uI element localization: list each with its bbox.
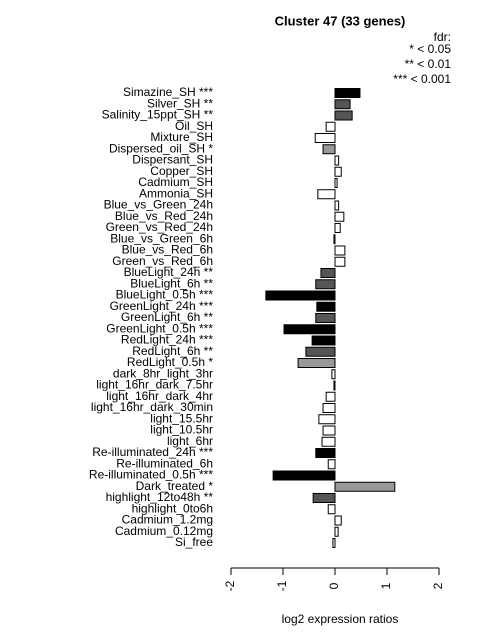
- bar: [334, 88, 361, 98]
- y-tick-label: Re-illuminated_24h ***: [92, 445, 213, 459]
- bar: [332, 538, 336, 548]
- x-axis-label: log2 expression ratios: [282, 612, 399, 626]
- bar: [334, 178, 338, 188]
- bar: [305, 346, 336, 357]
- y-tick-label: Copper_SH: [150, 164, 213, 178]
- y-tick-label: light_16hr_dark_30min: [91, 400, 213, 414]
- y-tick-label: BlueLight_0.5h ***: [116, 288, 214, 302]
- bar: [297, 358, 336, 368]
- bar: [334, 211, 345, 222]
- y-tick-label: RedLight_24h ***: [121, 333, 213, 347]
- y-tick-label: Blue_vs_Red_6h: [122, 243, 213, 257]
- bar: [321, 436, 336, 447]
- y-tick-label: highlight_12to48h **: [106, 490, 214, 504]
- bar: [317, 189, 336, 200]
- bar: [331, 369, 336, 380]
- bar: [334, 245, 346, 256]
- y-tick-label: Si_free: [175, 535, 213, 549]
- legend-item: ** < 0.01: [405, 57, 452, 71]
- bar: [334, 99, 351, 110]
- legend-item: * < 0.05: [409, 42, 451, 56]
- y-tick-label: Cadmium_1.2mg: [122, 513, 213, 527]
- bar: [334, 110, 353, 121]
- y-tick-label: Blue_vs_Green_24h: [104, 198, 213, 212]
- y-tick-label: Dark_treated *: [136, 479, 214, 493]
- x-tick-label: 2: [431, 582, 445, 589]
- bar: [327, 504, 336, 515]
- y-tick-label: BlueLight_24h **: [124, 265, 214, 279]
- y-tick-label: Salinity_15ppt_SH **: [102, 108, 214, 122]
- bar: [334, 256, 346, 267]
- y-tick-label: light_6hr: [167, 434, 213, 448]
- y-tick-label: light_10.5hr: [150, 423, 213, 437]
- bar: [320, 268, 336, 278]
- bar: [327, 459, 336, 470]
- bar: [325, 391, 336, 402]
- y-tick-label: Mixture_SH: [150, 130, 213, 144]
- y-tick-label: light_16hr_dark_7.5hr: [96, 378, 213, 392]
- bar: [315, 313, 336, 323]
- y-tick-label: Re-illuminated_0.5h ***: [89, 468, 213, 482]
- y-tick-label: Dispersed_oil_SH *: [109, 141, 213, 155]
- y-tick-label: RedLight_6h **: [132, 344, 213, 358]
- y-tick-label: highlight_0to6h: [132, 501, 213, 515]
- x-tick-label: -1: [275, 580, 289, 591]
- y-tick-label: Re-illuminated_6h: [116, 456, 213, 470]
- y-tick-label: light_15.5hr: [150, 411, 213, 425]
- bar: [333, 380, 336, 391]
- y-tick-label: dark_8hr_light_3hr: [113, 366, 213, 380]
- x-tick-label: 0: [327, 582, 341, 589]
- y-tick-label: light_16hr_dark_4hr: [106, 389, 213, 403]
- bar: [318, 414, 336, 425]
- y-tick-label: Green_vs_Red_24h: [106, 220, 213, 234]
- bar: [315, 279, 336, 290]
- bar: [311, 335, 336, 346]
- bar: [312, 493, 336, 503]
- bar: [334, 200, 340, 211]
- y-tick-label: Oil_SH: [175, 119, 213, 133]
- y-tick-label: Simazine_SH ***: [123, 85, 213, 99]
- bar: [283, 324, 336, 335]
- bar: [315, 448, 336, 458]
- bar: [334, 526, 339, 537]
- bar: [334, 155, 340, 166]
- bar: [322, 425, 336, 436]
- bar: [325, 121, 336, 132]
- bar: [333, 234, 336, 245]
- bar: [316, 301, 336, 312]
- y-tick-label: Cadmium_SH: [138, 175, 213, 189]
- y-tick-label: Blue_vs_Red_24h: [115, 209, 213, 223]
- x-tick-label: 1: [379, 582, 393, 589]
- bar: [314, 133, 336, 143]
- y-tick-label: Blue_vs_Green_6h: [110, 231, 213, 245]
- y-tick-label: Cadmium_0.12mg: [115, 524, 213, 538]
- y-tick-label: RedLight_0.5h *: [127, 355, 213, 369]
- bar: [322, 403, 336, 413]
- chart-title: Cluster 47 (33 genes): [275, 13, 406, 28]
- y-tick-label: Dispersant_SH: [132, 153, 213, 167]
- legend-title: fdr:: [434, 30, 451, 44]
- bar: [322, 144, 336, 155]
- bar: [334, 515, 342, 526]
- x-tick-label: -2: [223, 580, 237, 591]
- bar: [334, 481, 396, 492]
- bar: [334, 223, 341, 233]
- bar: [334, 166, 342, 177]
- y-tick-label: GreenLight_24h ***: [110, 299, 214, 313]
- y-tick-label: BlueLight_6h **: [130, 276, 213, 290]
- y-tick-label: GreenLight_6h **: [121, 310, 213, 324]
- y-tick-label: Silver_SH **: [147, 96, 213, 110]
- y-tick-label: Ammonia_SH: [139, 186, 213, 200]
- bar: [265, 290, 336, 301]
- y-tick-label: Green_vs_Red_6h: [112, 254, 213, 268]
- y-tick-label: GreenLight_0.5h ***: [106, 321, 213, 335]
- bar: [272, 470, 336, 481]
- legend-item: *** < 0.001: [393, 72, 451, 86]
